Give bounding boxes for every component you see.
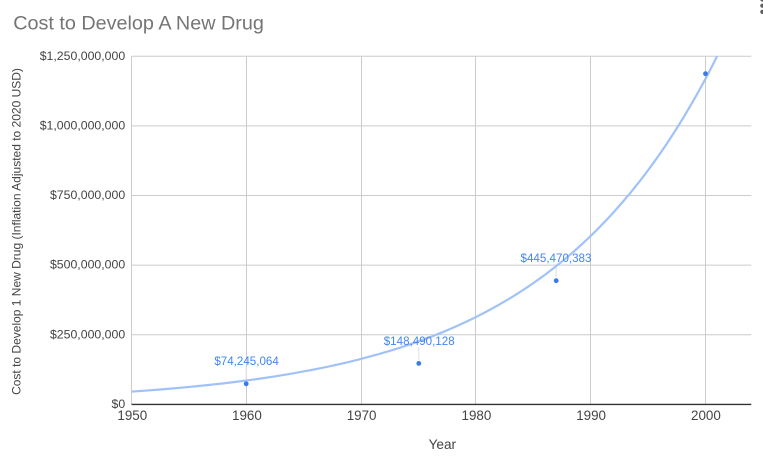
svg-text:$0: $0 bbox=[112, 397, 126, 411]
svg-text:Cost to Develop 1 New Drug (In: Cost to Develop 1 New Drug (Inflation Ad… bbox=[10, 68, 24, 395]
svg-text:$1,250,000,000: $1,250,000,000 bbox=[40, 49, 126, 63]
svg-text:1950: 1950 bbox=[117, 408, 147, 423]
svg-text:$74,245,064: $74,245,064 bbox=[214, 355, 279, 368]
svg-text:Year: Year bbox=[429, 437, 457, 452]
svg-text:$750,000,000: $750,000,000 bbox=[50, 188, 125, 202]
svg-text:1960: 1960 bbox=[232, 408, 262, 423]
svg-text:1980: 1980 bbox=[462, 408, 492, 423]
svg-text:$445,470,383: $445,470,383 bbox=[521, 252, 592, 265]
svg-text:$148,490,128: $148,490,128 bbox=[384, 335, 455, 348]
svg-text:Cost to Develop A New Drug: Cost to Develop A New Drug bbox=[13, 13, 264, 35]
svg-text:1970: 1970 bbox=[347, 408, 377, 423]
svg-text:$250,000,000: $250,000,000 bbox=[50, 327, 125, 341]
svg-text:2000: 2000 bbox=[691, 408, 721, 423]
svg-text:$500,000,000: $500,000,000 bbox=[50, 258, 125, 272]
svg-text:$1,000,000,000: $1,000,000,000 bbox=[40, 119, 126, 133]
svg-text:1990: 1990 bbox=[576, 408, 606, 423]
